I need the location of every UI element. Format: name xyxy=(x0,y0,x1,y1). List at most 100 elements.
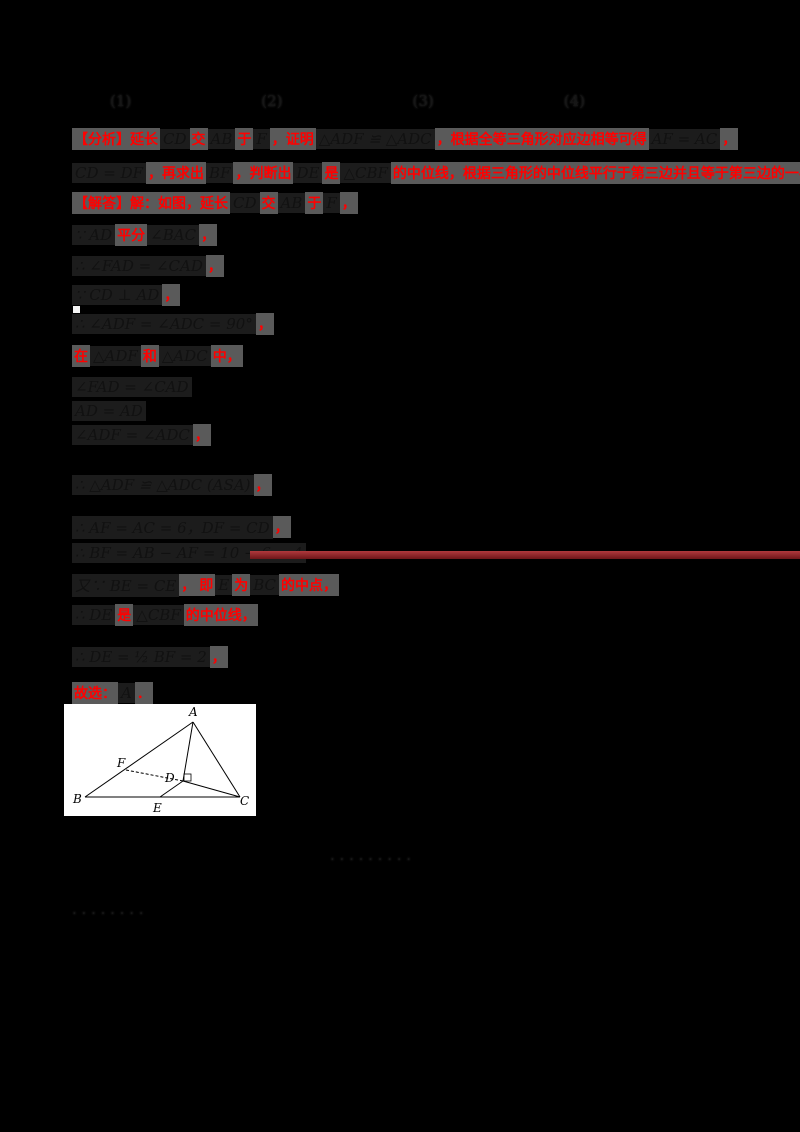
math-expression: AB xyxy=(207,129,236,149)
header-item: (1) xyxy=(110,92,132,110)
math-expression: CD xyxy=(230,193,260,213)
math-expression: 又∵ BE = CE xyxy=(72,573,180,597)
math-expression: AB xyxy=(277,193,306,213)
header-item: (2) xyxy=(261,92,283,110)
footer-line: · · · · · · · · · xyxy=(330,850,412,868)
highlighted-text: 交 xyxy=(259,192,278,214)
point-label-b: B xyxy=(72,792,82,806)
math-expression: ∠ADF = ∠ADC xyxy=(72,425,193,445)
point-label-e: E xyxy=(152,801,162,815)
text-line-step-13: ∴ DE 是 △CBF 的中位线， xyxy=(72,602,258,628)
highlighted-text: ， xyxy=(720,128,739,150)
highlighted-text: ， xyxy=(162,284,181,306)
highlighted-text: 于 xyxy=(305,192,324,214)
math-expression: ∴ DE xyxy=(72,605,116,625)
text-line-step-4: ∴ ∠ADF = ∠ADC = 90°， xyxy=(72,311,274,337)
highlighted-text: 平分 xyxy=(115,224,148,246)
highlighted-text: 于 xyxy=(235,128,254,150)
math-expression: F xyxy=(253,129,270,149)
text-line-step-2: ∴ ∠FAD = ∠CAD， xyxy=(72,253,224,279)
math-expression: △CBF xyxy=(340,163,391,183)
footer-line: · · · · · · · · xyxy=(72,904,144,922)
math-expression: ∴ DE = ½ BF = 2 xyxy=(72,647,210,667)
text-line-step-5: 在 △ADF 和 △ADC 中， xyxy=(72,343,243,369)
math-expression: BC xyxy=(250,575,280,595)
text-line-solution-1: 【解答】解：如图，延长 CD 交 AB 于 F， xyxy=(72,190,358,216)
text-line-step-9: ∴ △ADF ≌ △ADC (ASA)， xyxy=(72,472,272,498)
red-underline-bar xyxy=(250,551,800,559)
math-expression: △ADC xyxy=(158,346,211,366)
math-expression: ∵ CD ⊥ AD xyxy=(72,285,163,305)
highlighted-text: 和 xyxy=(140,345,159,367)
highlighted-text: ， xyxy=(255,313,274,335)
text-line-step-6: ∠FAD = ∠CAD xyxy=(72,374,192,400)
highlighted-text: 为 xyxy=(232,574,251,596)
math-expression: F xyxy=(323,193,340,213)
highlighted-text: ， xyxy=(199,224,218,246)
math-expression: CD = DF xyxy=(72,163,147,183)
highlighted-text: ， xyxy=(205,255,224,277)
math-expression: ∵ AD xyxy=(72,225,116,245)
point-label-d: D xyxy=(164,771,175,785)
text-line-step-7: AD = AD xyxy=(72,398,146,424)
triangle-figure: A B C D E F xyxy=(64,704,256,816)
highlighted-text: 的中位线， xyxy=(183,604,258,626)
text-line-step-8: ∠ADF = ∠ADC， xyxy=(72,422,211,448)
highlighted-text: ，根据全等三角形对应边相等可得 xyxy=(434,128,649,150)
highlighted-text: ，再求出 xyxy=(146,162,207,184)
text-line-analysis-2: CD = DF ，再求出 BF ，判断出 DE 是 △CBF 的中位线，根据三角形的中位线平行… xyxy=(72,160,800,186)
math-expression: △ADF ≌ △ADC xyxy=(315,129,435,149)
highlighted-text: 交 xyxy=(189,128,208,150)
math-expression: △ADF xyxy=(90,346,141,366)
math-expression: ∴ AF = AC = 6，DF = CD xyxy=(72,515,273,539)
math-expression: BF xyxy=(206,163,234,183)
point-label-c: C xyxy=(240,794,249,808)
text-line-step-14: ∴ DE = ½ BF = 2， xyxy=(72,644,228,670)
text-line-step-3: ∵ CD ⊥ AD， xyxy=(72,282,181,308)
highlighted-text: 【解答】解：如图，延长 xyxy=(72,192,230,214)
highlighted-text: ， xyxy=(339,192,358,214)
text-line-step-1: ∵ AD 平分 ∠BAC， xyxy=(72,222,218,248)
highlighted-text: ， xyxy=(253,474,272,496)
text-line-step-10: ∴ AF = AC = 6，DF = CD， xyxy=(72,514,291,540)
triangle-diagram: A B C D E F xyxy=(72,705,249,815)
point-label-f: F xyxy=(116,756,126,770)
math-expression: AD = AD xyxy=(72,401,146,421)
header-item: (3) xyxy=(412,92,434,110)
text-line-step-12: 又∵ BE = CE，即 E 为 BC 的中点， xyxy=(72,572,340,598)
highlighted-text: ， xyxy=(192,424,211,446)
math-expression: △CBF xyxy=(133,605,184,625)
math-expression: ∴ BF = AB − AF = 10 − 6 = 4 xyxy=(72,543,306,563)
math-expression: ∴ ∠FAD = ∠CAD xyxy=(72,256,206,276)
highlighted-text: 是 xyxy=(115,604,134,626)
text-line-analysis-1: 【分析】延长 CD 交 AB 于 F ，证明 △ADF ≌ △ADC ，根据全等三角形对应边相等… xyxy=(72,126,739,152)
math-expression: ∴ ∠ADF = ∠ADC = 90° xyxy=(72,314,256,334)
header-line: (1) (2) (3) (4) xyxy=(110,88,585,114)
highlighted-text: ． xyxy=(134,682,153,704)
highlighted-text: 的中点， xyxy=(279,574,340,596)
point-label-a: A xyxy=(188,705,198,719)
highlighted-text: 故选： xyxy=(72,682,118,704)
math-expression: CD xyxy=(160,129,190,149)
math-expression: DE xyxy=(293,163,323,183)
math-expression: AF = AC xyxy=(648,129,721,149)
text-line-step-11: ∴ BF = AB − AF = 10 − 6 = 4 xyxy=(72,540,306,566)
math-expression: ∴ △ADF ≌ △ADC (ASA) xyxy=(72,475,254,495)
math-expression: A xyxy=(118,683,135,703)
text-line-answer: 故选： A ． xyxy=(72,680,153,706)
highlighted-text: ， xyxy=(179,574,198,596)
math-expression: ∠BAC xyxy=(147,225,200,245)
highlighted-text: 在 xyxy=(72,345,90,367)
header-item: (4) xyxy=(563,92,585,110)
math-expression: E xyxy=(215,575,233,595)
bullet-marker xyxy=(73,306,80,313)
highlighted-text: 的中位线，根据三角形的中位线平行于第三边并且等于第三边的一半解答． xyxy=(390,162,800,184)
highlighted-text: ，证明 xyxy=(269,128,316,150)
highlighted-text: 中， xyxy=(210,345,243,367)
highlighted-text: 【分析】延长 xyxy=(72,128,160,150)
math-expression: ∠FAD = ∠CAD xyxy=(72,377,192,397)
highlighted-text: 即 xyxy=(197,574,216,596)
highlighted-text: 是 xyxy=(322,162,341,184)
highlighted-text: ， xyxy=(272,516,291,538)
highlighted-text: ，判断出 xyxy=(233,162,294,184)
